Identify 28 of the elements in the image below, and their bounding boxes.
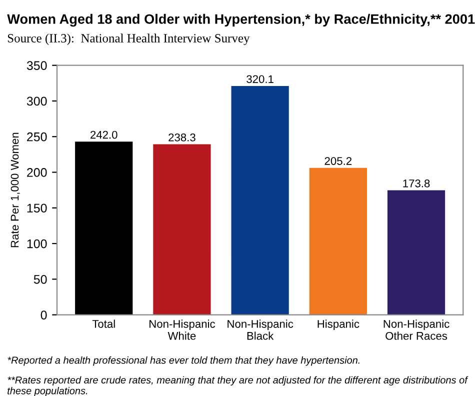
x-tick-label: Non-Hispanic Black [228,320,294,340]
y-tick-label: 250 [27,132,47,142]
data-label: 242.0 [90,130,118,139]
text: **Rates reported are crude rates, meaning that they are not adjusted for the different age distributions of these populations. [8,376,468,396]
y-tick-label: 150 [27,204,47,213]
data-label: 173.8 [403,179,430,188]
data-label: 238.3 [168,134,196,142]
x-tick-label: Non-Hispanic White [150,320,216,340]
y-tick-label: 200 [27,168,47,177]
bar [153,144,211,315]
y-tick-label: 0 [40,310,47,320]
y-tick-label: 350 [26,61,47,70]
y-axis-title: Rate Per 1,000 Women [10,132,20,248]
y-tick-label: 300 [26,96,47,106]
y-tick-label: 50 [34,274,47,284]
bar [309,168,367,315]
text: *Reported a health professional has ever told them that they have hypertension. [8,356,360,366]
chart-title: Women Aged 18 and Older with Hypertension,* by Race/Ethnicity,** 2001 [7,14,475,27]
bar [231,86,289,315]
x-tick-label: Non-Hispanic Other Races [384,320,450,340]
data-label: 205.2 [324,157,352,165]
bar [75,142,133,315]
x-tick-label: Total [92,320,115,328]
y-tick-label: 100 [27,239,47,248]
chart-subtitle: Source (II.3): National Health Interview Survey [8,34,250,46]
x-tick-label: Hispanic [318,320,360,330]
bar [387,190,446,315]
data-label: 320.1 [246,75,274,84]
